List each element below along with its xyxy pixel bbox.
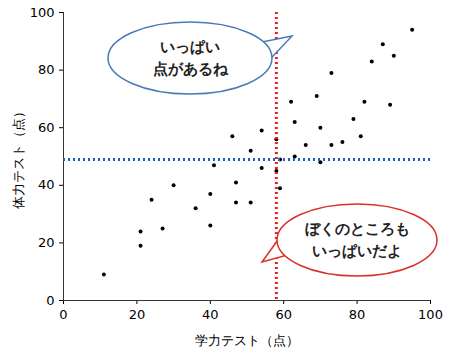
svg-text:100: 100: [30, 5, 55, 20]
svg-text:40: 40: [38, 177, 55, 192]
svg-text:体力テスト（点）: 体力テスト（点）: [11, 105, 26, 209]
svg-text:いっぱいだよ: いっぱいだよ: [312, 242, 402, 260]
svg-text:0: 0: [46, 293, 54, 308]
svg-text:80: 80: [349, 307, 366, 322]
svg-text:100: 100: [418, 307, 443, 322]
svg-text:20: 20: [129, 307, 146, 322]
svg-text:0: 0: [59, 307, 67, 322]
svg-text:ぼくのところも: ぼくのところも: [305, 220, 410, 238]
svg-text:点があるね: 点があるね: [153, 60, 229, 78]
svg-text:60: 60: [38, 120, 55, 135]
svg-text:60: 60: [275, 307, 292, 322]
svg-text:いっぱい: いっぱい: [160, 38, 220, 56]
svg-text:学力テスト（点）: 学力テスト（点）: [195, 333, 299, 348]
svg-text:20: 20: [38, 235, 55, 250]
svg-text:80: 80: [38, 62, 55, 77]
svg-text:40: 40: [202, 307, 219, 322]
